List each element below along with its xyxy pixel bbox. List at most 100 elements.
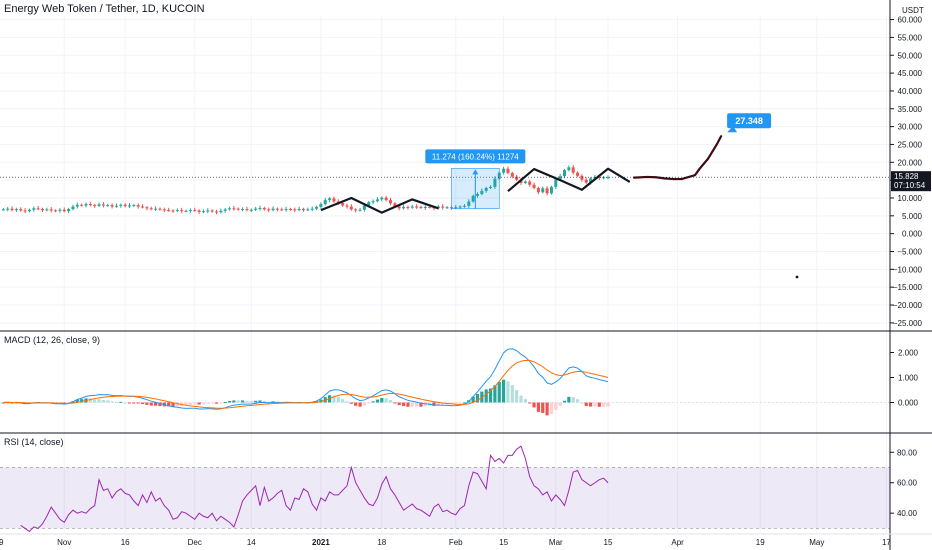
candle[interactable]: [558, 176, 562, 180]
candle[interactable]: [371, 201, 375, 203]
candle[interactable]: [132, 205, 136, 207]
candle[interactable]: [402, 206, 406, 209]
candle[interactable]: [467, 201, 471, 206]
candle[interactable]: [154, 208, 158, 210]
candle[interactable]: [362, 205, 366, 210]
candle[interactable]: [541, 188, 545, 193]
rsi-line[interactable]: [20, 445, 609, 533]
candle[interactable]: [545, 188, 549, 194]
candle[interactable]: [493, 178, 497, 187]
candle[interactable]: [162, 209, 166, 211]
candle[interactable]: [510, 173, 514, 177]
zigzag-1-pattern[interactable]: [320, 196, 439, 214]
candle[interactable]: [93, 205, 97, 207]
candle[interactable]: [571, 167, 575, 173]
candle[interactable]: [367, 202, 371, 206]
rsi-pane[interactable]: [0, 445, 890, 533]
signal-line[interactable]: [3, 359, 609, 409]
candle[interactable]: [101, 204, 105, 206]
candle[interactable]: [19, 209, 23, 211]
candle[interactable]: [23, 210, 27, 212]
candle[interactable]: [502, 168, 506, 173]
candle[interactable]: [428, 206, 432, 208]
candle[interactable]: [554, 179, 558, 187]
candle[interactable]: [315, 206, 319, 209]
candle[interactable]: [293, 209, 297, 211]
candle[interactable]: [262, 207, 266, 210]
candle[interactable]: [75, 204, 79, 207]
candle[interactable]: [149, 208, 153, 210]
candle[interactable]: [358, 209, 362, 211]
candle[interactable]: [58, 209, 62, 211]
candle[interactable]: [228, 208, 232, 210]
candle[interactable]: [136, 205, 140, 207]
candle[interactable]: [171, 210, 175, 212]
candle[interactable]: [97, 204, 101, 206]
candle[interactable]: [319, 204, 323, 207]
candle[interactable]: [323, 200, 327, 205]
candle[interactable]: [271, 208, 275, 211]
candle[interactable]: [328, 198, 332, 201]
candle[interactable]: [71, 206, 75, 210]
candle[interactable]: [184, 210, 188, 212]
candle[interactable]: [158, 208, 162, 210]
candle[interactable]: [84, 204, 88, 206]
candle[interactable]: [445, 207, 449, 209]
candle[interactable]: [584, 179, 588, 183]
candle[interactable]: [306, 209, 310, 211]
candle[interactable]: [523, 181, 527, 183]
candle[interactable]: [458, 206, 462, 208]
candle[interactable]: [45, 209, 49, 211]
candle[interactable]: [32, 208, 36, 210]
candle[interactable]: [441, 206, 445, 208]
candle[interactable]: [236, 208, 240, 210]
candle[interactable]: [254, 208, 258, 210]
candle[interactable]: [423, 206, 427, 208]
candle[interactable]: [223, 209, 227, 211]
candle[interactable]: [397, 206, 401, 209]
candle[interactable]: [110, 205, 114, 207]
candle[interactable]: [54, 210, 58, 212]
candle[interactable]: [14, 209, 18, 211]
candle[interactable]: [589, 178, 593, 183]
candle[interactable]: [484, 187, 488, 191]
candle[interactable]: [80, 204, 84, 206]
candle[interactable]: [349, 206, 353, 210]
macd-pane[interactable]: [0, 348, 890, 416]
projection-path[interactable]: [633, 135, 723, 181]
candle[interactable]: [528, 181, 532, 185]
candle[interactable]: [536, 187, 540, 193]
candle[interactable]: [188, 210, 192, 212]
candle[interactable]: [597, 176, 601, 178]
candle[interactable]: [241, 209, 245, 211]
candle[interactable]: [454, 207, 458, 209]
candle[interactable]: [532, 184, 536, 188]
candle[interactable]: [175, 210, 179, 212]
candle[interactable]: [410, 206, 414, 208]
candle[interactable]: [141, 206, 145, 208]
candle[interactable]: [354, 209, 358, 211]
candle[interactable]: [480, 190, 484, 195]
candle[interactable]: [10, 208, 14, 211]
candle[interactable]: [49, 209, 53, 211]
candle[interactable]: [580, 175, 584, 180]
candle[interactable]: [245, 209, 249, 211]
candle[interactable]: [210, 210, 214, 212]
candle[interactable]: [119, 204, 123, 206]
candle[interactable]: [297, 209, 301, 211]
candle[interactable]: [415, 206, 419, 208]
candle[interactable]: [219, 210, 223, 213]
candle[interactable]: [506, 168, 510, 173]
candle[interactable]: [6, 208, 10, 210]
candle[interactable]: [471, 195, 475, 202]
candle[interactable]: [310, 208, 314, 210]
candle[interactable]: [341, 202, 345, 206]
candle[interactable]: [128, 205, 131, 207]
candle[interactable]: [145, 207, 149, 209]
candle[interactable]: [114, 205, 118, 207]
candle[interactable]: [332, 198, 336, 202]
candle[interactable]: [389, 200, 392, 204]
price-pane[interactable]: 11.274 (160.24%) 11274 27.348: [0, 113, 890, 279]
candle[interactable]: [27, 209, 31, 212]
